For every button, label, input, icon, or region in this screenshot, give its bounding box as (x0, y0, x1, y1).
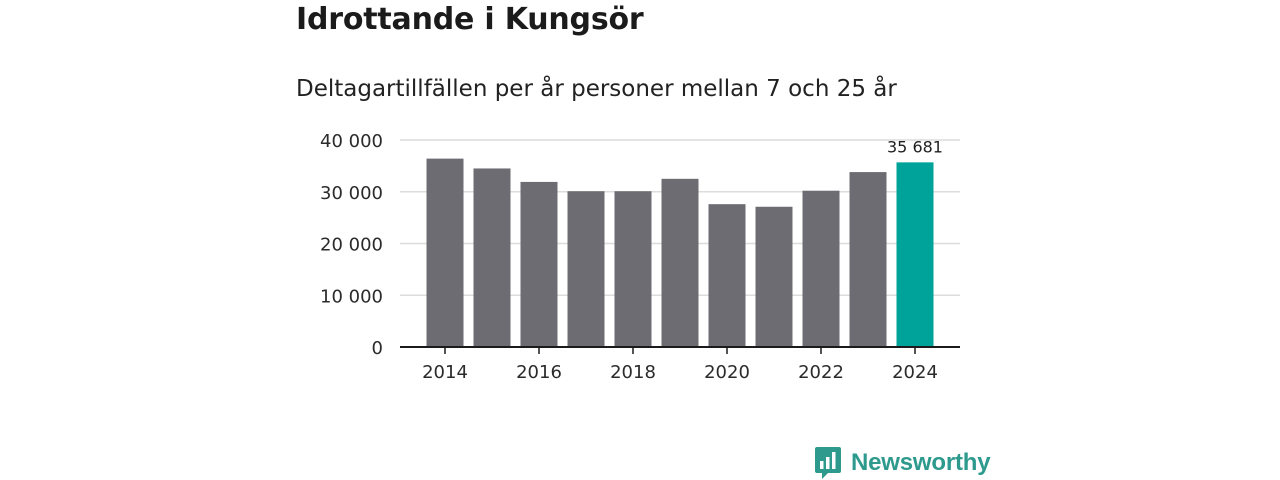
bar (802, 190, 840, 347)
chart-title: Idrottande i Kungsör (296, 2, 644, 37)
bar (426, 158, 464, 347)
data-label: 35 681 (887, 137, 943, 156)
bar (473, 168, 511, 347)
y-tick-label: 10 000 (320, 286, 383, 307)
y-tick-label: 30 000 (320, 183, 383, 204)
x-tick-label: 2022 (798, 362, 844, 383)
bar (520, 181, 558, 347)
x-tick-label: 2018 (610, 362, 656, 383)
x-tick-label: 2016 (516, 362, 562, 383)
x-tick-label: 2014 (422, 362, 468, 383)
axes (400, 346, 960, 354)
newsworthy-logo: Newsworthy (814, 446, 991, 480)
y-tick-label: 40 000 (320, 131, 383, 152)
labels: 0 10 000 20 000 30 000 40 000 2014 2016 2018 202… (320, 131, 943, 383)
newsworthy-bar-chart-icon (815, 447, 841, 479)
x-tick-label: 2024 (892, 362, 938, 383)
bar (849, 172, 887, 347)
bar (614, 191, 652, 347)
brand-name: Newsworthy (851, 449, 991, 476)
bars (426, 158, 934, 347)
chart-subtitle: Deltagartillfällen per år personer mella… (296, 76, 897, 102)
y-tick-label: 20 000 (320, 235, 383, 256)
bar (708, 204, 746, 347)
bar (661, 178, 699, 347)
y-tick-label: 0 (372, 338, 383, 359)
bar (567, 191, 605, 347)
x-tick-label: 2020 (704, 362, 750, 383)
bar-highlight (896, 162, 934, 347)
bar (755, 206, 793, 347)
bar-chart: 0 10 000 20 000 30 000 40 000 2014 2016 2018 202… (320, 131, 960, 383)
